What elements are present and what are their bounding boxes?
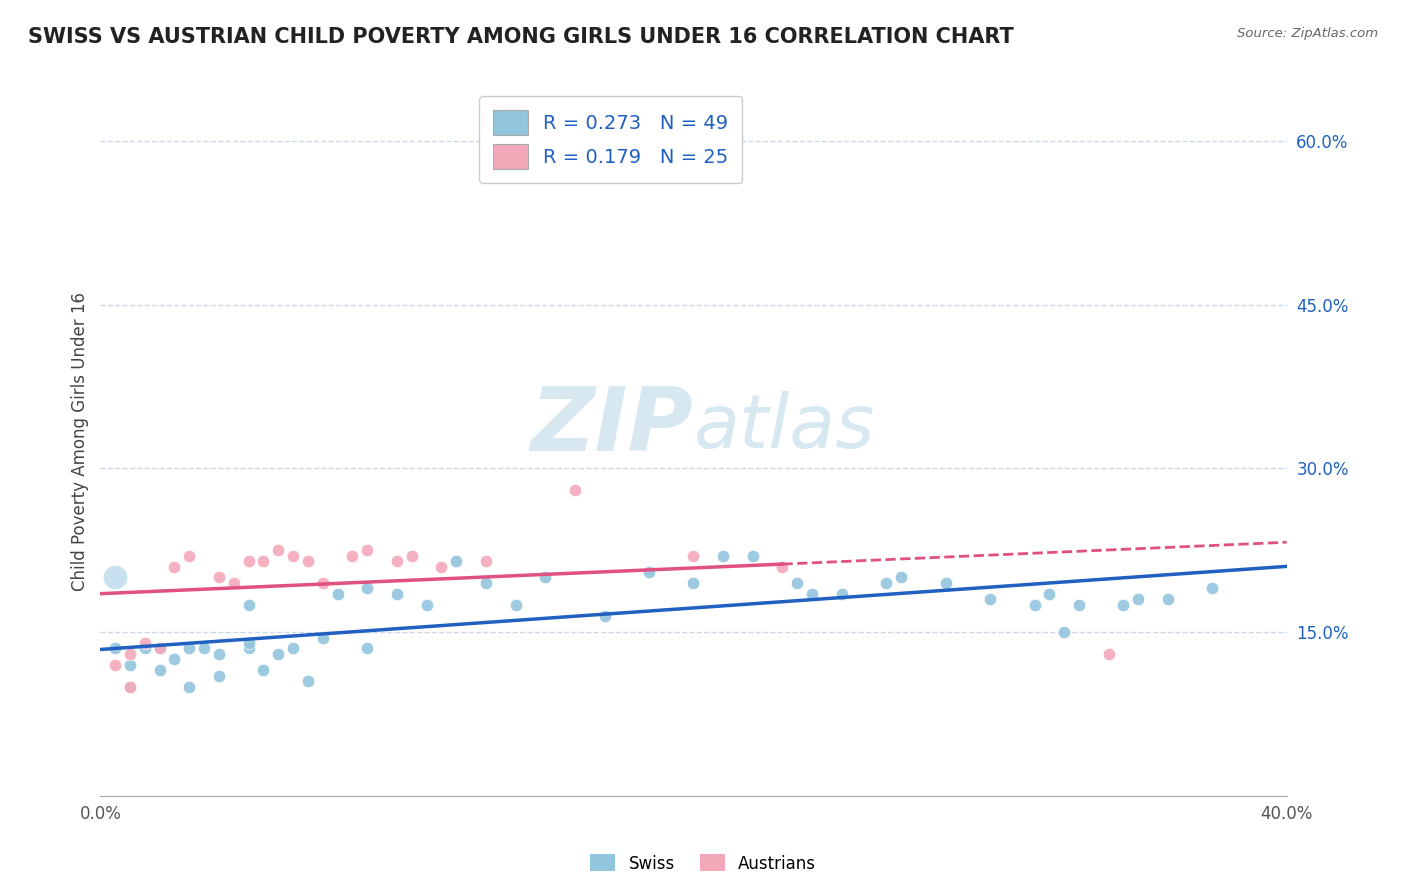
Point (385, 554, 408, 568)
Point (401, 549, 423, 563)
Point (505, 598, 527, 612)
Point (312, 631, 335, 645)
Point (297, 674, 319, 689)
Point (534, 570, 557, 584)
Point (342, 549, 364, 563)
Point (1067, 598, 1090, 612)
Point (326, 587, 349, 601)
Point (149, 663, 172, 677)
Point (118, 647, 141, 661)
Point (638, 565, 661, 579)
Point (267, 543, 290, 558)
Point (208, 647, 231, 661)
Point (281, 641, 304, 656)
Point (238, 641, 260, 656)
Point (104, 570, 127, 584)
Legend: Swiss, Austrians: Swiss, Austrians (583, 847, 823, 880)
Point (208, 669, 231, 683)
Point (786, 576, 808, 591)
Text: Source: ZipAtlas.com: Source: ZipAtlas.com (1237, 27, 1378, 40)
Point (979, 592, 1001, 607)
Text: SWISS VS AUSTRIAN CHILD POVERTY AMONG GIRLS UNDER 16 CORRELATION CHART: SWISS VS AUSTRIAN CHILD POVERTY AMONG GI… (28, 27, 1014, 46)
Point (356, 543, 378, 558)
Point (831, 587, 853, 601)
Point (772, 559, 794, 574)
Text: ZIP: ZIP (530, 384, 693, 470)
Point (801, 587, 824, 601)
Point (312, 576, 335, 591)
Point (1053, 625, 1076, 640)
Point (104, 641, 127, 656)
Point (935, 576, 957, 591)
Point (875, 576, 897, 591)
Point (267, 647, 290, 661)
Point (711, 549, 734, 563)
Point (118, 657, 141, 672)
Point (593, 608, 616, 623)
Point (281, 549, 304, 563)
Point (297, 554, 319, 568)
Point (682, 549, 704, 563)
Text: atlas: atlas (693, 391, 875, 463)
Point (163, 652, 186, 666)
Point (1024, 598, 1046, 612)
Legend: R = 0.273   N = 49, R = 0.179   N = 25: R = 0.273 N = 49, R = 0.179 N = 25 (479, 96, 742, 183)
Point (163, 559, 186, 574)
Point (238, 554, 260, 568)
Point (252, 554, 274, 568)
Point (179, 641, 201, 656)
Point (430, 559, 453, 574)
Point (149, 641, 172, 656)
Point (1098, 647, 1121, 661)
Point (741, 549, 763, 563)
Point (134, 641, 156, 656)
Point (208, 570, 231, 584)
Point (149, 641, 172, 656)
Point (385, 587, 408, 601)
Point (118, 680, 141, 694)
Point (1112, 598, 1135, 612)
Point (1201, 582, 1223, 596)
Point (104, 657, 127, 672)
Point (238, 636, 260, 650)
Point (415, 598, 437, 612)
Point (1157, 592, 1180, 607)
Point (475, 576, 498, 591)
Y-axis label: Child Poverty Among Girls Under 16: Child Poverty Among Girls Under 16 (72, 292, 89, 591)
Point (356, 582, 378, 596)
Point (222, 576, 245, 591)
Point (890, 570, 912, 584)
Point (238, 598, 260, 612)
Point (179, 680, 201, 694)
Point (475, 554, 498, 568)
Point (179, 549, 201, 563)
Point (1038, 587, 1060, 601)
Point (564, 483, 586, 498)
Point (682, 576, 704, 591)
Point (193, 641, 215, 656)
Point (444, 554, 467, 568)
Point (252, 663, 274, 677)
Point (118, 680, 141, 694)
Point (134, 636, 156, 650)
Point (1128, 592, 1150, 607)
Point (356, 641, 378, 656)
